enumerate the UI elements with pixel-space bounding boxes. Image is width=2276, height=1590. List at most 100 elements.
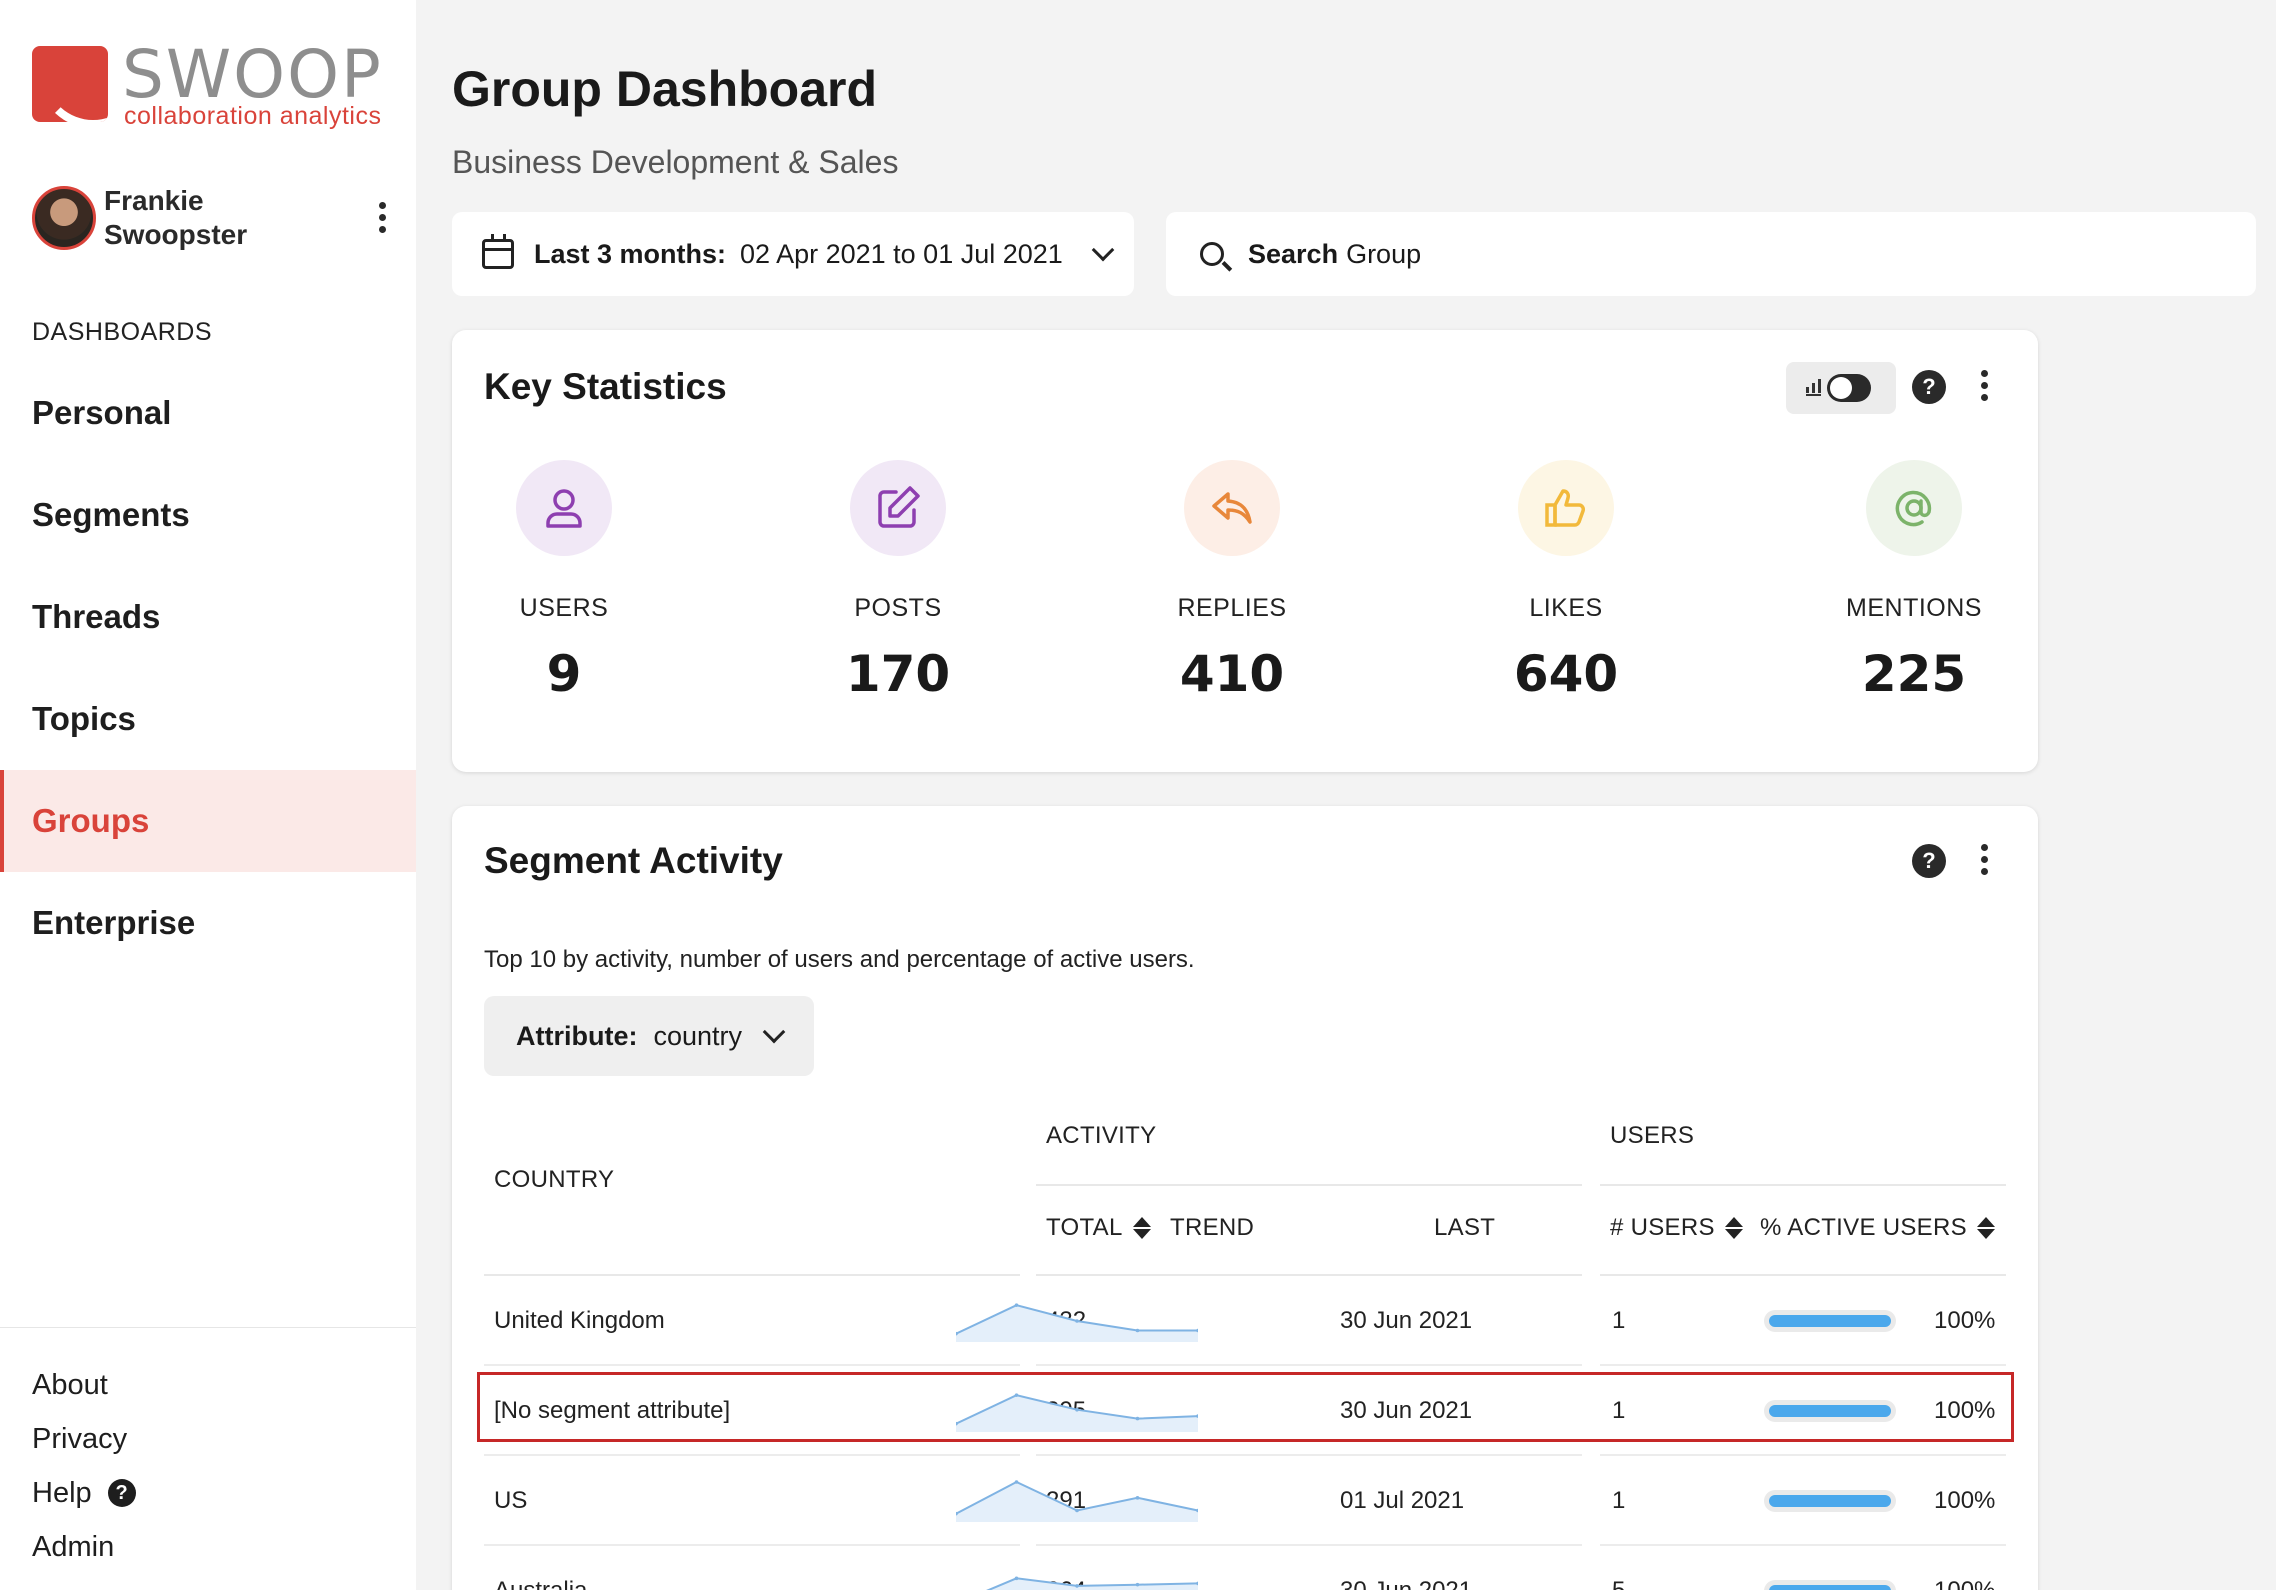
chevron-down-icon	[762, 1020, 786, 1044]
key-statistics-card: Key Statistics ? USERS 9 POSTS 170 REPLI…	[452, 330, 2038, 772]
key-statistics-menu-button[interactable]	[1974, 370, 1994, 401]
sidebar-item-topics[interactable]: Topics	[32, 700, 136, 737]
trend-point	[956, 1331, 958, 1336]
active-users-progress-bar	[1764, 1580, 1896, 1590]
thumbs-up-icon	[1518, 460, 1614, 556]
trend-point	[1075, 1584, 1079, 1588]
trend-point	[1135, 1496, 1140, 1500]
stat-posts-label: POSTS	[854, 594, 942, 622]
sidebar-item-personal[interactable]: Personal	[32, 394, 172, 431]
help-icon: ?	[107, 1479, 136, 1507]
toggle-switch	[1827, 374, 1871, 402]
active-users-progress-bar	[1764, 1310, 1896, 1332]
trend-point	[956, 1511, 958, 1516]
table-row[interactable]: US 291 01 Jul 2021 1 100%	[484, 1456, 2006, 1546]
row-divider	[1036, 1364, 1582, 1366]
chevron-down-icon	[1091, 238, 1115, 262]
table-row[interactable]: [No segment attribute]39530 Jun 20211100…	[484, 1366, 2006, 1456]
column-group-activity: ACTIVITY	[1046, 1122, 1156, 1150]
key-statistics-help-button[interactable]: ?	[1912, 370, 1946, 404]
search-icon	[1200, 242, 1224, 266]
at-icon	[1866, 460, 1962, 556]
cell-num-users: 1	[1612, 1307, 1626, 1334]
avatar[interactable]	[32, 186, 96, 250]
sidebar-item-enterprise[interactable]: Enterprise	[32, 904, 196, 941]
cell-country: Australia	[494, 1546, 587, 1590]
edit-icon	[850, 460, 946, 556]
date-range-label: Last 3 months:	[534, 238, 727, 269]
segment-activity-menu-button[interactable]	[1974, 844, 1994, 875]
active-users-progress-bar	[1764, 1490, 1896, 1512]
sidebar-item-threads[interactable]: Threads	[32, 598, 161, 635]
column-header-country: COUNTRY	[494, 1166, 614, 1194]
search-label-bold: Search	[1248, 238, 1339, 269]
stat-replies-value: 410	[1179, 645, 1285, 703]
brand-name: SWOOP	[122, 36, 383, 113]
stat-mentions-label: MENTIONS	[1846, 594, 1982, 622]
about-link-label: About	[32, 1369, 108, 1401]
privacy-link[interactable]: Privacy	[32, 1412, 136, 1466]
column-header-pct-active[interactable]: % ACTIVE USERS	[1760, 1214, 1995, 1242]
row-divider	[484, 1364, 1020, 1366]
trend-point	[1196, 1328, 1198, 1333]
header-divider	[1600, 1184, 2006, 1186]
search-group-input[interactable]: Search Group	[1166, 212, 2256, 296]
stat-replies: REPLIES 410	[1132, 460, 1332, 703]
trend-point	[1014, 1393, 1019, 1397]
cell-last: 01 Jul 2021	[1340, 1487, 1465, 1514]
sort-icon[interactable]	[1976, 1217, 1995, 1239]
stat-users: USERS 9	[464, 460, 664, 703]
stat-replies-label: REPLIES	[1177, 594, 1287, 622]
date-range-selector[interactable]: Last 3 months: 02 Apr 2021 to 01 Jul 202…	[452, 212, 1134, 296]
column-header-trend: TREND	[1170, 1214, 1254, 1242]
trend-sparkline	[956, 1480, 1198, 1522]
segment-activity-help-button[interactable]: ?	[1912, 844, 1946, 878]
sort-icon[interactable]	[1132, 1217, 1151, 1239]
bar-chart-icon	[1806, 379, 1821, 396]
admin-link-label: Admin	[32, 1531, 115, 1563]
trend-point	[1014, 1576, 1019, 1581]
user-first-name: Frankie	[104, 185, 204, 216]
column-header-total[interactable]: TOTAL	[1046, 1214, 1151, 1242]
about-link[interactable]: About	[32, 1358, 136, 1412]
column-header-num-users-label: # USERS	[1610, 1214, 1715, 1241]
column-group-users: USERS	[1610, 1122, 1694, 1150]
row-divider	[1600, 1364, 2006, 1366]
row-divider	[1600, 1544, 2006, 1546]
column-header-num-users[interactable]: # USERS	[1610, 1214, 1743, 1242]
profile-menu-button[interactable]	[372, 202, 392, 233]
stat-users-value: 9	[546, 645, 582, 703]
reply-icon	[1184, 460, 1280, 556]
column-header-last: LAST	[1434, 1214, 1495, 1242]
cell-pct-active: 100%	[1934, 1487, 1996, 1514]
sidebar-item-groups[interactable]: Groups	[0, 770, 416, 872]
column-group-users-label: USERS	[1610, 1122, 1695, 1149]
header-divider	[1036, 1184, 1582, 1186]
trend-sparkline	[956, 1393, 1198, 1432]
sidebar-item-segments[interactable]: Segments	[32, 496, 190, 533]
progress-fill	[1769, 1495, 1891, 1507]
cell-country: US	[494, 1487, 528, 1514]
sidebar-nav: Personal Segments Threads Topics Groups …	[0, 362, 416, 974]
attribute-selector[interactable]: Attribute: country	[484, 996, 814, 1076]
active-users-progress-bar	[1764, 1400, 1896, 1422]
swoop-logo[interactable]: SWOOP collaboration analytics	[32, 36, 392, 130]
help-link[interactable]: Help?	[32, 1466, 136, 1520]
sidebar-divider	[0, 1327, 416, 1328]
column-header-total-label: TOTAL	[1046, 1214, 1123, 1241]
column-header-country-label: COUNTRY	[494, 1166, 615, 1193]
table-row[interactable]: Australia26430 Jun 20215100%	[484, 1546, 2004, 1590]
trend-sparkline	[956, 1303, 1198, 1342]
progress-fill	[1769, 1315, 1891, 1327]
chart-view-toggle[interactable]	[1786, 362, 1896, 414]
cell-pct-active: 100%	[1934, 1397, 1996, 1424]
admin-link[interactable]: Admin	[32, 1520, 136, 1574]
cell-last: 30 Jun 2021	[1340, 1307, 1473, 1334]
column-header-pct-active-label: % ACTIVE USERS	[1760, 1214, 1967, 1241]
row-divider	[484, 1544, 1020, 1546]
cell-pct-active: 100%	[1934, 1546, 1995, 1590]
dashboards-section-label: DASHBOARDS	[32, 318, 213, 346]
sort-icon[interactable]	[1724, 1217, 1743, 1239]
stat-mentions: MENTIONS 225	[1814, 460, 2014, 703]
